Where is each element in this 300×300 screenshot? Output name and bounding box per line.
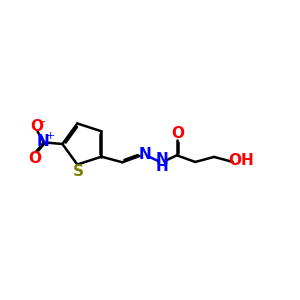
Text: H: H [155,159,168,174]
Text: N: N [139,147,151,162]
Text: O: O [28,151,41,166]
Text: N: N [37,134,49,149]
Text: N: N [155,152,168,167]
Text: -: - [41,116,45,128]
Text: +: + [46,131,55,141]
Text: O: O [171,126,184,141]
Text: O: O [30,118,43,134]
Text: OH: OH [228,153,254,168]
Text: S: S [73,164,84,178]
